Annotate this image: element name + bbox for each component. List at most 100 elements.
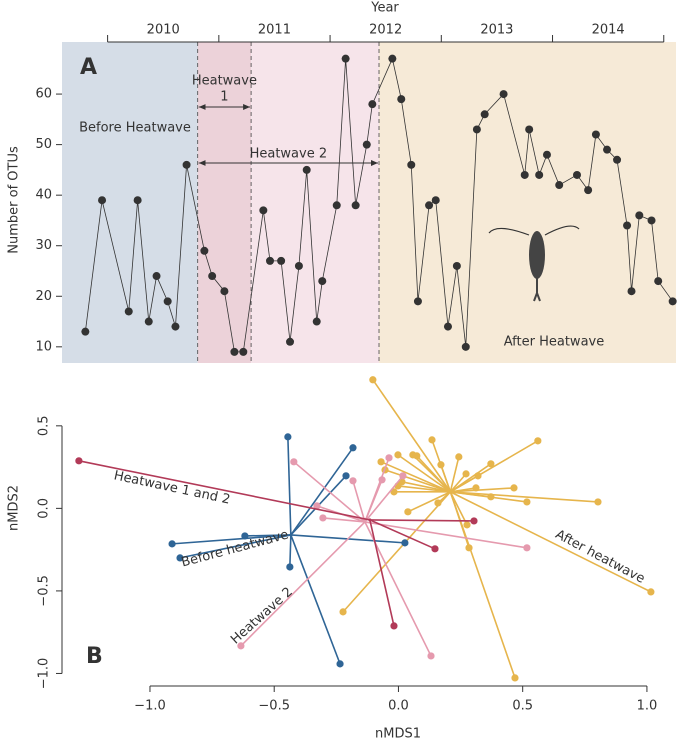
- y-tick-label: 0.5: [37, 415, 52, 436]
- sample-point: [237, 642, 245, 650]
- spider-line: [293, 461, 366, 523]
- x-tick-label: −1.0: [134, 699, 166, 714]
- data-point: [230, 347, 239, 356]
- data-point: [573, 170, 582, 179]
- group-label: After heatwave: [553, 527, 647, 587]
- data-point: [163, 297, 172, 306]
- spider-line: [450, 491, 652, 593]
- x-tick-label: 2011: [258, 23, 291, 38]
- data-point: [182, 160, 191, 169]
- sample-point: [594, 498, 602, 506]
- sample-point: [176, 554, 184, 562]
- period-shade: [197, 42, 252, 363]
- spider-line: [78, 460, 371, 521]
- sample-point: [241, 532, 249, 540]
- data-point: [461, 342, 470, 351]
- data-point: [499, 90, 508, 99]
- data-point: [152, 272, 161, 281]
- x-axis-title: Year: [370, 1, 399, 16]
- period-shade: [379, 42, 676, 363]
- data-point: [368, 100, 377, 109]
- spider-line: [342, 491, 451, 613]
- period-shade: [251, 42, 380, 363]
- data-point: [555, 181, 564, 190]
- spider-line: [449, 456, 460, 493]
- sample-point: [462, 470, 470, 478]
- x-tick-label: 1.0: [637, 699, 658, 714]
- data-point: [635, 211, 644, 220]
- spider-line: [364, 521, 528, 549]
- data-point: [520, 170, 529, 179]
- sample-point: [465, 544, 473, 552]
- data-point: [584, 186, 593, 195]
- y-axis-title: nMDS2: [7, 485, 22, 531]
- data-point: [407, 160, 416, 169]
- y-tick-label: 30: [35, 238, 52, 253]
- data-point: [277, 256, 286, 265]
- data-point: [535, 170, 544, 179]
- spider-line: [416, 455, 451, 493]
- sample-point: [313, 502, 321, 510]
- x-tick-label: 0.5: [512, 699, 533, 714]
- sample-point: [455, 453, 463, 461]
- sample-point: [510, 484, 518, 492]
- data-point: [312, 317, 321, 326]
- sample-point: [463, 521, 471, 529]
- sample-point: [377, 458, 385, 466]
- spider-line: [384, 469, 451, 493]
- data-point: [239, 347, 248, 356]
- sample-point: [470, 517, 478, 525]
- period-label: After Heatwave: [504, 335, 604, 350]
- y-tick-label: −1.0: [37, 658, 52, 690]
- group-centroid: [289, 533, 293, 537]
- spider-line: [449, 473, 467, 493]
- data-point: [591, 130, 600, 139]
- data-point: [133, 196, 142, 205]
- data-point: [668, 297, 677, 306]
- data-point: [388, 54, 397, 63]
- x-tick-label: 2013: [480, 23, 513, 38]
- data-point: [294, 261, 303, 270]
- spider-line: [287, 436, 292, 535]
- sample-point: [399, 472, 407, 480]
- x-tick-label: 2012: [369, 23, 402, 38]
- sample-point: [339, 608, 347, 616]
- data-point: [341, 54, 350, 63]
- data-point: [542, 150, 551, 159]
- sample-point: [369, 376, 377, 384]
- sample-point: [401, 539, 409, 547]
- spider-line: [449, 491, 468, 526]
- data-point: [318, 277, 327, 286]
- x-tick-label: 2010: [147, 23, 180, 38]
- period-label: Heatwave 2: [250, 147, 328, 162]
- sample-point: [342, 472, 350, 480]
- x-tick-label: 0.0: [388, 699, 409, 714]
- spider-line: [440, 464, 452, 493]
- data-point: [144, 317, 153, 326]
- data-point: [654, 277, 663, 286]
- y-tick-label: −0.5: [37, 575, 52, 607]
- sample-point: [394, 451, 402, 459]
- sample-point: [434, 499, 442, 507]
- data-point: [627, 287, 636, 296]
- spider-line: [397, 485, 451, 493]
- y-tick-label: 50: [35, 137, 52, 152]
- group-centroid: [368, 518, 372, 522]
- sample-point: [534, 437, 542, 445]
- sample-point: [404, 508, 412, 516]
- sample-point: [474, 472, 482, 480]
- data-point: [266, 256, 275, 265]
- data-point: [525, 125, 534, 134]
- data-point: [603, 145, 612, 154]
- spider-line: [179, 534, 292, 559]
- data-point: [362, 140, 371, 149]
- sample-point: [413, 452, 421, 460]
- sample-point: [284, 433, 292, 441]
- sample-point: [428, 436, 436, 444]
- spider-line: [352, 480, 366, 523]
- sample-point: [437, 461, 445, 469]
- sample-point: [319, 514, 327, 522]
- data-point: [431, 196, 440, 205]
- data-point: [332, 201, 341, 210]
